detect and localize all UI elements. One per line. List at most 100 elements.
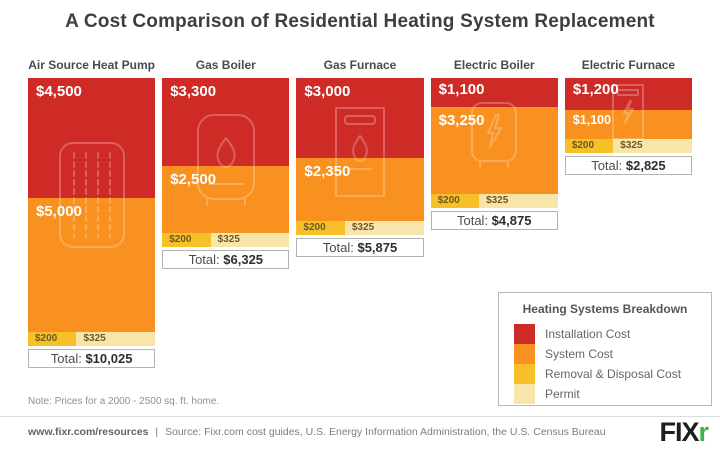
- total-value: $10,025: [85, 351, 133, 366]
- legend-items: Installation Cost System Cost Removal & Di…: [514, 324, 711, 404]
- system-value-label: $3,250: [438, 112, 485, 129]
- footer-divider: [0, 416, 720, 417]
- legend-item-label: Installation Cost: [545, 327, 631, 341]
- fees-strip: $200 $325: [296, 221, 424, 235]
- system-segment: $5,000: [28, 198, 156, 332]
- fixr-logo-fix: FIX: [659, 417, 699, 447]
- legend-item-label: Permit: [545, 387, 580, 401]
- stacked-bar: $1,200 $1,100 $200 $325: [564, 78, 693, 153]
- total-value: $2,825: [625, 158, 666, 173]
- total-label: Total:: [188, 252, 224, 267]
- total-box: Total: $5,875: [296, 238, 424, 257]
- column-header: Electric Boiler: [453, 58, 535, 72]
- fixr-logo-r: r: [698, 417, 708, 447]
- installation-segment: $3,000: [296, 78, 424, 158]
- removal-cost-cell: $200: [296, 221, 345, 235]
- permit-cell: $325: [344, 221, 424, 235]
- fees-strip: $200 $325: [162, 233, 290, 247]
- installation-value-label: $4,500: [36, 83, 82, 100]
- stacked-bar: $3,300 $2,500 $200 $325: [162, 78, 290, 247]
- legend-swatch: [514, 384, 535, 404]
- fees-strip: $200 $325: [564, 139, 693, 153]
- legend-item: Installation Cost: [514, 324, 711, 344]
- chart-column: Air Source Heat Pump $4,500 $5,000 $200 …: [28, 57, 156, 368]
- permit-cell: $325: [210, 233, 290, 247]
- chart-column: Gas Furnace $3,000 $2,350 $200 $325: [296, 57, 424, 257]
- stacked-bar: $3,000 $2,350 $200 $325: [296, 78, 424, 235]
- total-box: Total: $2,825: [564, 156, 693, 175]
- footer-separator: |: [155, 426, 159, 438]
- total-box: Total: $4,875: [430, 211, 558, 230]
- chart-column: Electric Boiler $1,100 $3,250 $200 $325: [430, 57, 558, 230]
- column-header: Gas Furnace: [323, 58, 397, 72]
- legend-swatch: [514, 324, 535, 344]
- system-segment: $3,250: [430, 107, 558, 194]
- permit-value-label: $325: [83, 333, 106, 344]
- column-header: Air Source Heat Pump: [28, 58, 155, 72]
- footnote: Note: Prices for a 2000 - 2500 sq. ft. h…: [28, 396, 220, 407]
- legend-title: Heating Systems Breakdown: [522, 302, 688, 316]
- removal-cost-cell: $200: [564, 139, 614, 153]
- total-label: Total:: [591, 158, 626, 173]
- chart-column: Gas Boiler $3,300 $2,500 $200 $325: [162, 57, 290, 269]
- system-value-label: $2,350: [304, 163, 351, 180]
- total-box: Total: $6,325: [162, 250, 290, 269]
- system-segment: $2,500: [162, 166, 290, 233]
- removal-cost-cell: $200: [28, 332, 77, 346]
- legend-item: System Cost: [514, 344, 711, 364]
- permit-cell: $325: [479, 194, 558, 208]
- permit-value-label: $325: [486, 195, 509, 206]
- system-value-label: $5,000: [36, 203, 82, 220]
- footer: www.fixr.com/resources | Source: Fixr.co…: [28, 426, 606, 438]
- legend-item-label: Removal & Disposal Cost: [545, 367, 682, 381]
- removal-value-label: $200: [303, 222, 326, 233]
- column-header: Electric Furnace: [581, 58, 676, 72]
- total-box: Total: $10,025: [28, 349, 156, 368]
- installation-value-label: $3,300: [170, 83, 217, 100]
- legend-item: Removal & Disposal Cost: [514, 364, 711, 384]
- footer-source: Source: Fixr.com cost guides, U.S. Energ…: [165, 426, 606, 438]
- system-value-label: $2,500: [170, 171, 217, 188]
- removal-value-label: $200: [169, 234, 192, 245]
- removal-cost-cell: $200: [162, 233, 211, 247]
- total-label: Total:: [50, 351, 86, 366]
- system-segment: $2,350: [296, 158, 424, 221]
- permit-value-label: $325: [620, 140, 643, 151]
- installation-segment: $1,100: [430, 78, 558, 107]
- fees-strip: $200 $325: [430, 194, 558, 208]
- permit-cell: $325: [76, 332, 156, 346]
- chart-column: Electric Furnace $1,200 $1,100 $200 $325: [564, 57, 693, 175]
- fees-strip: $200 $325: [28, 332, 156, 346]
- system-value-label: $1,100: [572, 113, 612, 127]
- permit-cell: $325: [613, 139, 693, 153]
- column-header: Gas Boiler: [195, 58, 256, 72]
- total-value: $5,875: [357, 240, 398, 255]
- removal-value-label: $200: [35, 333, 58, 344]
- removal-value-label: $200: [437, 195, 460, 206]
- total-label: Total:: [322, 240, 358, 255]
- stacked-bar: $4,500 $5,000 $200 $325: [28, 78, 156, 346]
- installation-value-label: $1,100: [438, 81, 485, 98]
- installation-segment: $3,300: [162, 78, 290, 166]
- installation-value-label: $1,200: [572, 81, 619, 98]
- permit-value-label: $325: [217, 234, 240, 245]
- permit-value-label: $325: [351, 222, 375, 233]
- legend-item-label: System Cost: [545, 347, 614, 361]
- installation-segment: $1,200: [564, 78, 693, 110]
- footer-url: www.fixr.com/resources: [28, 426, 149, 438]
- installation-value-label: $3,000: [304, 83, 351, 100]
- legend-swatch: [514, 344, 535, 364]
- removal-value-label: $200: [571, 140, 595, 151]
- installation-segment: $4,500: [28, 78, 156, 198]
- total-value: $4,875: [491, 213, 532, 228]
- legend: Heating Systems Breakdown Installation C…: [498, 292, 712, 406]
- total-label: Total:: [456, 213, 492, 228]
- legend-swatch: [514, 364, 535, 384]
- stacked-bar: $1,100 $3,250 $200 $325: [430, 78, 558, 208]
- removal-cost-cell: $200: [430, 194, 480, 208]
- total-value: $6,325: [223, 252, 264, 267]
- fixr-logo: FIXr: [659, 417, 708, 447]
- system-segment: $1,100: [564, 110, 693, 139]
- legend-item: Permit: [514, 384, 711, 404]
